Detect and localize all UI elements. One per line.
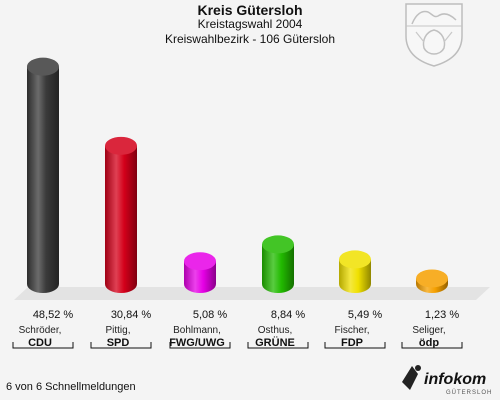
bar-body-gruene <box>262 244 294 293</box>
coat-of-arms-icon <box>405 3 463 67</box>
candidate-label-oedp: Seliger, <box>412 325 445 336</box>
bar-cdu <box>27 57 59 293</box>
chart-subtitle-district: Kreiswahlbezirk - 106 Gütersloh <box>164 32 336 46</box>
party-label-gruene: GRÜNE <box>255 336 295 349</box>
bar-fwg-uwg <box>184 252 216 293</box>
bar-top-oedp <box>416 269 448 288</box>
candidate-label-gruene: Osthus, <box>258 325 292 336</box>
bar-top-spd <box>105 136 137 155</box>
party-bracket-spd <box>90 342 152 349</box>
bar-series <box>27 57 448 293</box>
bar-body-fdp <box>339 259 371 293</box>
brand-name: infokom <box>424 371 486 388</box>
party-bracket-oedp <box>401 342 463 349</box>
party-bracket-fwg-uwg <box>169 342 231 349</box>
party-label-spd: SPD <box>107 337 130 349</box>
bar-gruene <box>262 235 294 293</box>
party-bracket-gruene <box>247 342 309 349</box>
candidate-label-fwg-uwg: Bohlmann, <box>173 325 221 336</box>
bar-labels: 48,52 % Schröder,CDU 30,84 % Pittig,SPD 5,08… <box>12 309 463 349</box>
bar-oedp <box>416 269 448 293</box>
bar-top-gruene <box>262 235 294 254</box>
value-label-cdu: 48,52 % <box>33 309 74 321</box>
chart-floor <box>14 287 490 300</box>
value-label-spd: 30,84 % <box>111 309 152 321</box>
bar-top-cdu <box>27 57 59 76</box>
chart-title: Kreis Gütersloh <box>197 2 303 18</box>
party-label-oedp: ödp <box>419 337 439 349</box>
value-label-fdp: 5,49 % <box>348 309 382 321</box>
bar-top-fdp <box>339 250 371 269</box>
bar-body-spd <box>105 145 137 293</box>
party-label-cdu: CDU <box>28 337 52 349</box>
infokom-logo: infokom GÜTERSLOH <box>402 365 492 396</box>
value-label-oedp: 1,23 % <box>425 309 459 321</box>
party-bracket-fdp <box>324 342 386 349</box>
party-label-fdp: FDP <box>341 337 363 349</box>
chart-subtitle-election: Kreistagswahl 2004 <box>197 17 303 31</box>
bar-fdp <box>339 250 371 293</box>
bar-top-fwg-uwg <box>184 252 216 271</box>
party-bracket-cdu <box>12 342 74 349</box>
value-label-gruene: 8,84 % <box>271 309 305 321</box>
bar-spd <box>105 136 137 293</box>
party-label-fwg-uwg: FWG/UWG <box>169 337 225 349</box>
value-label-fwg-uwg: 5,08 % <box>193 309 227 321</box>
reporting-status: 6 von 6 Schnellmeldungen <box>6 381 136 393</box>
candidate-label-cdu: Schröder, <box>19 325 62 336</box>
brand-subtitle: GÜTERSLOH <box>446 389 492 396</box>
bar-body-fwg-uwg <box>184 261 216 293</box>
candidate-label-spd: Pittig, <box>105 325 130 336</box>
candidate-label-fdp: Fischer, <box>334 325 369 336</box>
infokom-logo-mark <box>402 366 418 390</box>
bar-body-cdu <box>27 66 59 293</box>
